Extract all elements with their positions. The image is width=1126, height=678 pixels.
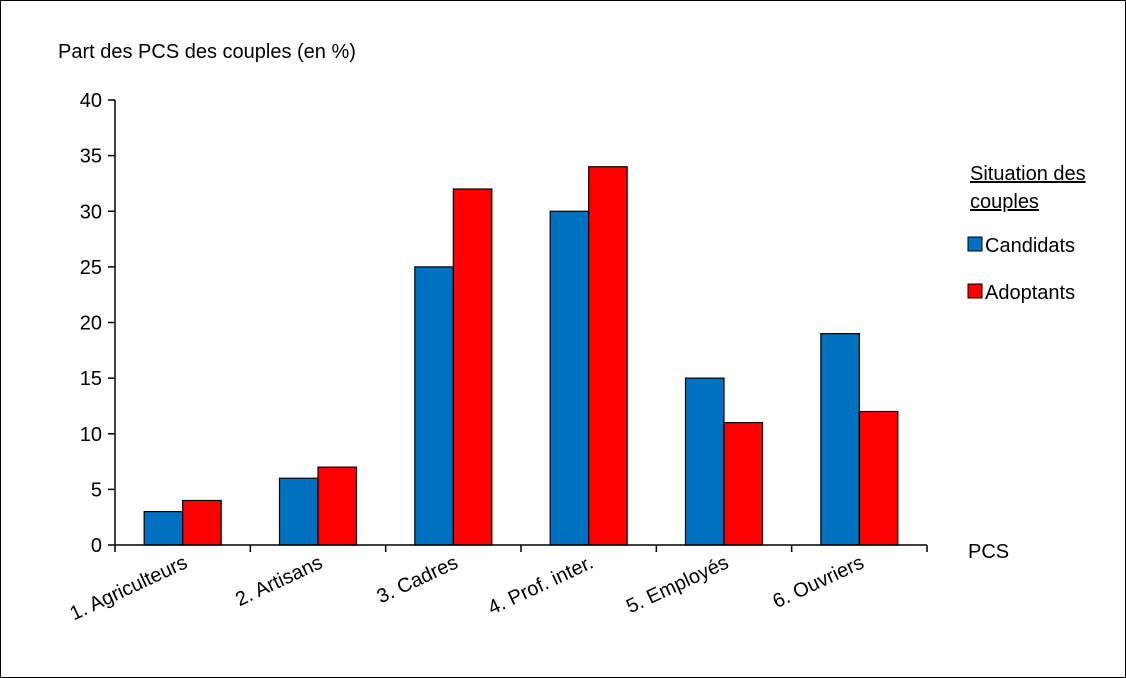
x-ticks-group: 1. Agriculteurs 2. Artisans 3. Cadres 4. Pr… — [67, 545, 928, 625]
bar-candidats-4 — [549, 210, 590, 546]
bar-adoptants-6 — [858, 410, 899, 546]
x-category-label: 3. Cadres — [374, 552, 462, 609]
legend-swatch-candidats — [967, 236, 983, 252]
x-category-label: 4. Prof. inter. — [485, 552, 597, 620]
bar-candidats-5 — [684, 377, 725, 546]
bar-adoptants-2 — [317, 466, 358, 546]
x-axis-title: PCS — [968, 541, 1009, 563]
bars-group — [143, 166, 899, 546]
y-tick-label: 5 — [91, 479, 102, 501]
bar-adoptants-5 — [723, 422, 764, 546]
x-category-label: 2. Artisans — [232, 552, 326, 611]
bar-adoptants-4 — [588, 166, 628, 546]
legend-title-line-1: Situation des — [970, 163, 1086, 185]
y-tick-label: 15 — [80, 368, 102, 390]
legend-swatch-adoptants — [967, 283, 983, 299]
bar-adoptants-3 — [452, 188, 493, 546]
legend-label-adoptants: Adoptants — [985, 282, 1075, 304]
legend-label-candidats: Candidats — [985, 235, 1075, 257]
x-category-label: 6. Ouvriers — [770, 552, 868, 613]
legend-title-line-2: couples — [970, 191, 1039, 213]
y-tick-label: 40 — [80, 90, 102, 112]
y-tick-label: 25 — [80, 257, 102, 279]
y-tick-label: 10 — [80, 424, 102, 446]
y-ticks-group: 0 5 10 15 20 25 30 35 40 — [80, 90, 115, 557]
bar-candidats-2 — [278, 477, 319, 546]
legend-items: Candidats Adoptants — [967, 235, 1075, 304]
bar-candidats-1 — [143, 511, 184, 546]
bar-adoptants-1 — [182, 499, 222, 546]
x-category-label: 5. Employés — [623, 552, 732, 618]
y-tick-label: 20 — [80, 313, 102, 335]
y-tick-label: 0 — [91, 535, 102, 557]
bar-candidats-6 — [820, 333, 860, 546]
x-category-label: 1. Agriculteurs — [67, 552, 191, 625]
y-tick-label: 30 — [80, 201, 102, 223]
legend: Situation des couples Candidats Adoptants — [967, 163, 1086, 304]
y-tick-label: 35 — [80, 146, 102, 168]
y-axis-title: Part des PCS des couples (en %) — [58, 41, 356, 63]
bar-candidats-3 — [414, 266, 454, 546]
